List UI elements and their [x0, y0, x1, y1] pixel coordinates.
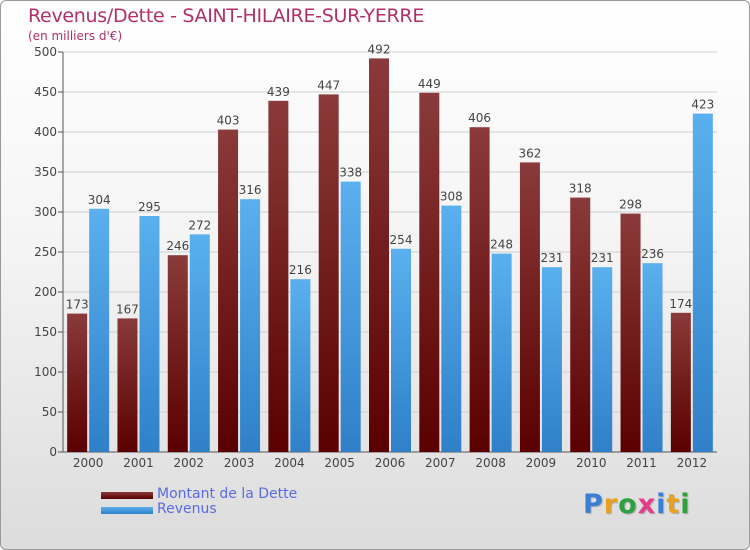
- bar-revenus: [541, 267, 562, 452]
- bar-dette: [519, 162, 540, 452]
- data-label-dette: 439: [267, 85, 290, 99]
- data-label-revenus: 304: [88, 193, 111, 207]
- x-tick-label: 2000: [73, 456, 104, 470]
- grid-lines: [63, 51, 717, 453]
- y-tick-label: 350: [34, 165, 57, 179]
- data-label-dette: 167: [116, 302, 139, 316]
- data-label-dette: 298: [619, 198, 642, 212]
- x-tick-label: 2005: [324, 456, 355, 470]
- data-labels: 173 304 167 295 246 272 403 316 439 216 447 338 492 2…: [66, 42, 715, 316]
- bar-revenus: [89, 208, 110, 452]
- data-label-dette: 449: [418, 77, 441, 91]
- x-tick-label: 2010: [576, 456, 607, 470]
- bar-dette: [670, 312, 691, 452]
- bar-revenus: [340, 181, 361, 452]
- logo-letter: r: [603, 489, 619, 520]
- bar-revenus: [692, 113, 713, 452]
- data-label-revenus: 236: [641, 247, 664, 261]
- bar-revenus: [441, 205, 462, 452]
- legend-swatch-revenus: [101, 507, 153, 514]
- bar-dette: [570, 197, 591, 452]
- data-label-revenus: 231: [591, 251, 614, 265]
- bar-dette: [67, 313, 88, 452]
- x-tick-label: 2007: [425, 456, 456, 470]
- logo-letter: x: [637, 489, 657, 520]
- x-tick-label: 2009: [526, 456, 557, 470]
- logo-letter: i: [680, 489, 691, 520]
- y-tick-label: 0: [49, 445, 57, 459]
- y-tick-label: 400: [34, 125, 57, 139]
- x-tick-label: 2001: [123, 456, 154, 470]
- bar-dette: [419, 92, 440, 453]
- data-label-revenus: 423: [691, 98, 714, 112]
- data-label-revenus: 254: [390, 233, 413, 247]
- y-tick-label: 100: [34, 365, 57, 379]
- y-tick-label: 250: [34, 245, 57, 259]
- x-tick-label: 2008: [475, 456, 506, 470]
- data-label-revenus: 231: [540, 251, 563, 265]
- bar-revenus: [592, 267, 613, 452]
- x-tick-label: 2011: [626, 456, 657, 470]
- logo-letter: i: [656, 489, 667, 520]
- data-label-dette: 447: [317, 78, 340, 92]
- bar-revenus: [491, 253, 512, 452]
- logo-letter: P: [583, 489, 604, 520]
- x-tick-label: 2012: [677, 456, 708, 470]
- data-label-dette: 406: [468, 111, 491, 125]
- y-tick-label: 150: [34, 325, 57, 339]
- bar-dette: [469, 127, 490, 452]
- logo-letter: o: [618, 489, 638, 520]
- bar-dette: [117, 318, 138, 452]
- x-tick-label: 2003: [224, 456, 255, 470]
- data-label-revenus: 295: [138, 200, 161, 214]
- logo-letter: t: [666, 489, 681, 520]
- bar-dette: [620, 213, 641, 452]
- y-tick-label: 450: [34, 85, 57, 99]
- bar-dette: [369, 58, 389, 453]
- y-tick-label: 50: [42, 405, 57, 419]
- bar-dette: [167, 255, 188, 452]
- data-label-dette: 173: [66, 298, 89, 312]
- bar-revenus: [189, 234, 210, 452]
- proxiti-logo: Proxiti: [583, 489, 691, 520]
- data-label-revenus: 338: [339, 166, 362, 180]
- bar-revenus: [240, 199, 261, 452]
- data-label-revenus: 272: [188, 218, 211, 232]
- chart-title: Revenus/Dette - SAINT-HILAIRE-SUR-YERRE: [28, 5, 425, 27]
- data-label-dette: 174: [669, 297, 692, 311]
- data-label-revenus: 308: [440, 190, 463, 204]
- data-label-revenus: 316: [239, 183, 262, 197]
- y-tick-label: 200: [34, 285, 57, 299]
- legend-label-dette: Montant de la Dette: [157, 486, 298, 502]
- data-label-dette: 362: [518, 146, 541, 160]
- data-label-dette: 403: [217, 114, 240, 128]
- data-label-dette: 318: [569, 182, 592, 196]
- bar-revenus: [391, 248, 411, 452]
- bar-revenus: [642, 263, 663, 452]
- x-tick-label: 2004: [274, 456, 305, 470]
- bar-dette: [218, 129, 239, 452]
- chart-subtitle: (en milliers d'€): [28, 29, 123, 43]
- data-label-dette: 246: [166, 239, 189, 253]
- data-label-revenus: 216: [289, 263, 312, 277]
- y-tick-label: 300: [34, 205, 57, 219]
- bar-revenus: [139, 216, 160, 452]
- legend-swatch-dette: [101, 492, 153, 499]
- y-tick-label: 500: [34, 45, 57, 59]
- data-label-dette: 492: [368, 42, 391, 56]
- data-label-revenus: 248: [490, 238, 513, 252]
- legend-label-revenus: Revenus: [157, 501, 217, 517]
- bar-revenus: [290, 279, 311, 452]
- axes: 0 50 100 150 200 250 300 350 400 450 500 2000 2001 20…: [34, 45, 717, 470]
- x-tick-label: 2002: [173, 456, 204, 470]
- bar-dette: [268, 100, 289, 453]
- x-tick-label: 2006: [375, 456, 406, 470]
- bars: [67, 58, 713, 453]
- bar-dette: [318, 94, 339, 453]
